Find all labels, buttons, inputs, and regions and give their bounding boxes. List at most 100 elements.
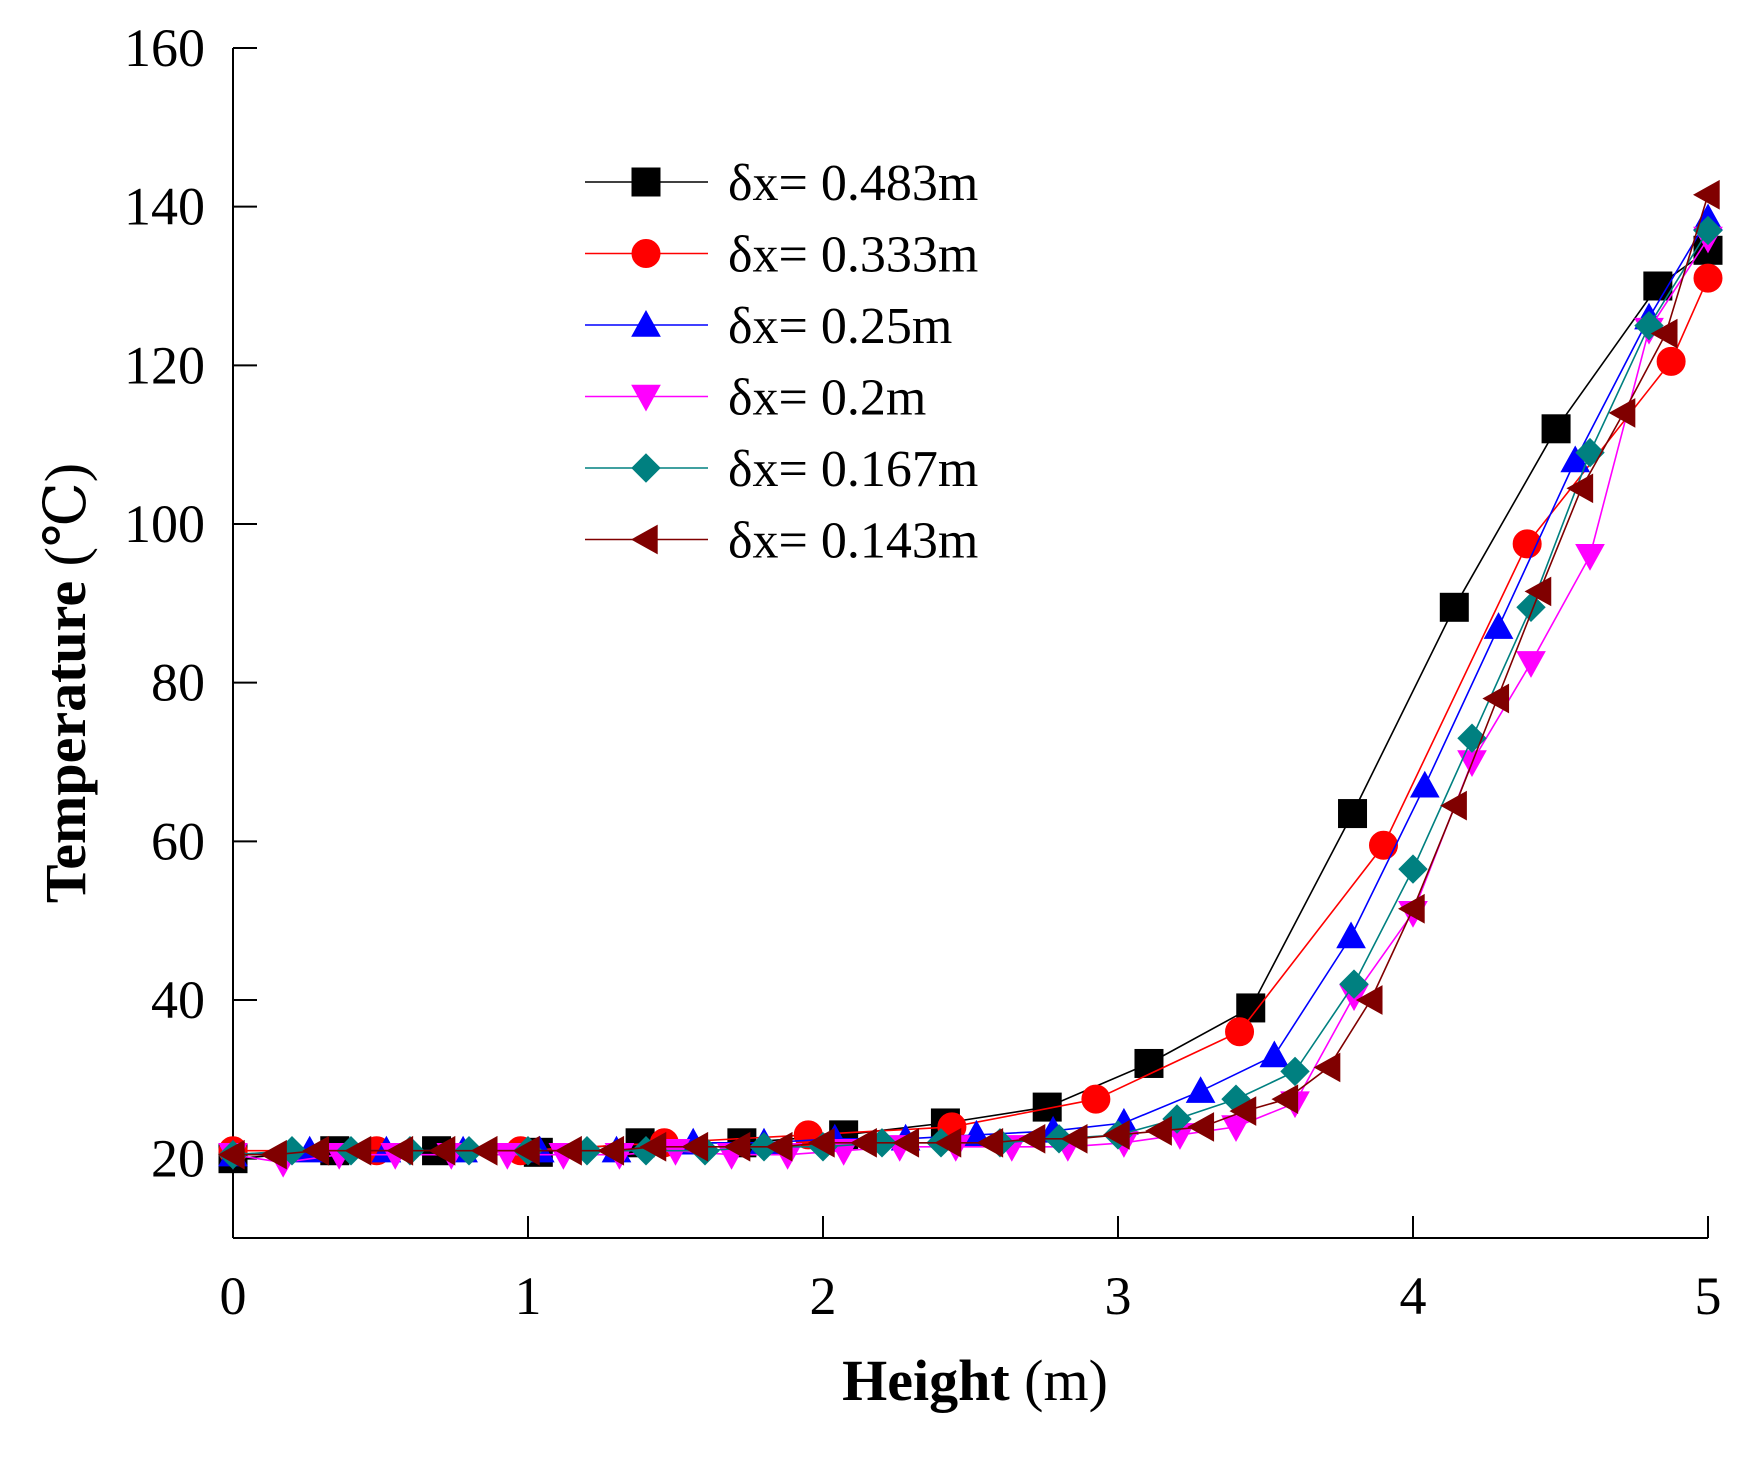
- data-point: [1259, 1040, 1290, 1068]
- legend-item: δx= 0.25m: [585, 298, 952, 355]
- legend-marker: [631, 309, 661, 337]
- data-point: [1271, 1084, 1299, 1115]
- data-point: [639, 1131, 667, 1162]
- x-tick-label: 3: [1105, 1266, 1132, 1326]
- data-point: [1516, 651, 1546, 678]
- data-point: [1018, 1123, 1046, 1154]
- data-point: [1541, 414, 1571, 444]
- x-tick-label: 2: [810, 1266, 837, 1326]
- y-tick-label: 140: [124, 177, 205, 237]
- data-point: [1608, 398, 1636, 428]
- data-point: [1397, 893, 1425, 924]
- data-point: [1081, 1084, 1111, 1114]
- data-point: [1398, 854, 1428, 884]
- legend-item: δx= 0.2m: [585, 370, 926, 427]
- data-point: [1225, 1017, 1255, 1047]
- legend-marker: [631, 167, 661, 197]
- legend-marker: [631, 453, 661, 483]
- legend-label: δx= 0.333m: [728, 227, 978, 284]
- data-point: [807, 1127, 835, 1158]
- data-point: [723, 1131, 751, 1162]
- legend-marker: [630, 524, 658, 555]
- y-tick-label: 60: [151, 811, 205, 871]
- data-point: [1338, 799, 1368, 829]
- data-point: [1185, 1076, 1216, 1103]
- data-point: [1656, 346, 1686, 376]
- y-tick-label: 120: [124, 335, 205, 395]
- axes: 0 1 2 3 4 5 20 40 60 80 100 120 140 160: [124, 18, 1722, 1326]
- data-point: [681, 1131, 709, 1162]
- legend-marker: [631, 384, 661, 412]
- y-tick-label: 40: [151, 970, 205, 1030]
- data-point: [1369, 830, 1398, 860]
- data-point: [428, 1135, 456, 1166]
- series-5: [217, 179, 1720, 1170]
- data-point: [1339, 969, 1369, 999]
- data-point: [1439, 592, 1469, 622]
- data-point: [1355, 985, 1383, 1015]
- data-point: [1221, 1115, 1251, 1142]
- y-tick-label: 160: [124, 18, 205, 78]
- y-tick-label: 20: [151, 1129, 205, 1189]
- data-point: [1280, 1056, 1310, 1087]
- data-point: [597, 1135, 625, 1166]
- data-point: [976, 1127, 1004, 1158]
- data-point: [1187, 1112, 1215, 1142]
- x-axis-title: Height (m): [842, 1348, 1108, 1413]
- data-point: [765, 1131, 793, 1162]
- legend-label: δx= 0.2m: [728, 370, 926, 427]
- axis-titles: Height (m) Temperature (℃): [33, 463, 1108, 1413]
- legend-item: δx= 0.483m: [585, 155, 978, 212]
- series-line: [233, 277, 1709, 1152]
- data-point: [344, 1135, 372, 1166]
- data-point: [1566, 473, 1594, 504]
- legend-item: δx= 0.333m: [585, 227, 978, 284]
- data-point: [1692, 179, 1720, 210]
- x-tick-label: 5: [1695, 1266, 1722, 1326]
- legend-label: δx= 0.143m: [728, 513, 978, 570]
- data-point: [1650, 318, 1678, 349]
- legend-item: δx= 0.143m: [585, 513, 978, 570]
- legend-label: δx= 0.25m: [728, 298, 952, 355]
- legend: δx= 0.483m δx= 0.333m δx= 0.25m δx= 0.2m δx=…: [585, 155, 978, 570]
- data-point: [1524, 576, 1552, 607]
- data-point: [1516, 592, 1546, 623]
- data-point: [1440, 790, 1467, 821]
- data-point: [1482, 683, 1510, 714]
- data-point: [302, 1135, 330, 1166]
- series-line: [232, 218, 1709, 1156]
- data-point: [1575, 544, 1605, 571]
- data-point: [1145, 1116, 1172, 1146]
- data-point: [1313, 1052, 1341, 1083]
- data-point: [470, 1135, 498, 1166]
- data-point: [1483, 612, 1514, 639]
- data-point: [934, 1127, 962, 1158]
- x-tick-label: 4: [1400, 1266, 1427, 1326]
- data-point: [1693, 263, 1723, 293]
- y-tick-label: 80: [151, 653, 205, 713]
- data-point: [1336, 921, 1366, 949]
- data-point: [260, 1139, 287, 1170]
- series-1: [218, 263, 1723, 1166]
- x-tick-label: 1: [515, 1266, 542, 1326]
- data-point: [1060, 1123, 1088, 1154]
- data-point: [892, 1127, 920, 1158]
- data-point: [850, 1127, 877, 1158]
- legend-marker: [631, 239, 661, 268]
- data-point: [217, 1139, 245, 1170]
- data-point: [660, 1139, 691, 1166]
- data-point: [386, 1135, 414, 1166]
- legend-item: δx= 0.167m: [585, 441, 978, 498]
- y-axis-title: Temperature (℃): [33, 463, 98, 903]
- data-point: [512, 1135, 540, 1166]
- data-point: [1236, 993, 1266, 1023]
- x-tick-label: 0: [220, 1266, 247, 1326]
- series-layer: [217, 179, 1723, 1178]
- data-point: [1409, 770, 1440, 798]
- series-line: [233, 194, 1709, 1156]
- series-line: [232, 230, 1709, 1156]
- data-point: [1102, 1120, 1130, 1150]
- data-point: [1134, 1048, 1164, 1078]
- legend-label: δx= 0.167m: [728, 441, 978, 498]
